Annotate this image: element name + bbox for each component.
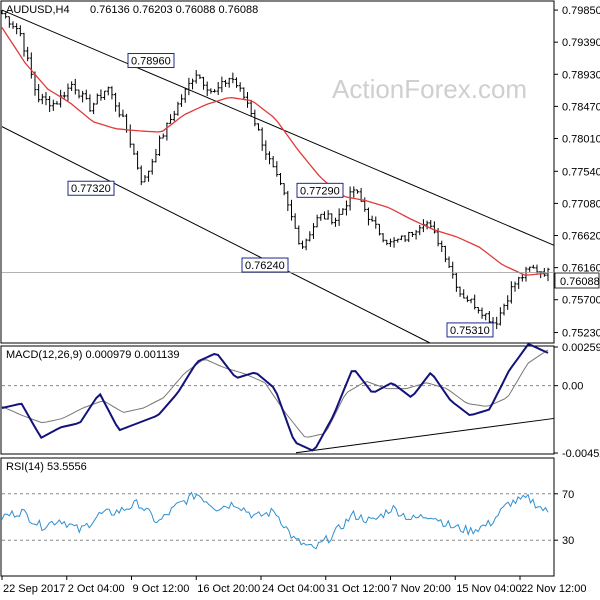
price-tick-label: 0.76620 xyxy=(562,231,600,243)
price-panel: 0.79850 0.79390 0.78930 0.78470 0.78010 0.775… xyxy=(0,0,600,344)
annotation-label: 0.76240 xyxy=(245,260,285,272)
price-bars xyxy=(0,10,550,330)
annotation-label: 0.78960 xyxy=(131,56,171,68)
current-price-label: 0.76088 xyxy=(560,276,600,288)
price-tick-label: 0.78470 xyxy=(562,101,600,113)
rsi-tick-label: 30 xyxy=(562,535,574,547)
price-tick-label: 0.75230 xyxy=(562,328,600,340)
channel-upper-line xyxy=(1,9,555,246)
time-tick-label: 7 Nov 20:00 xyxy=(392,583,451,595)
watermark: ActionForex.com xyxy=(332,74,527,104)
price-annotations: 0.78960 0.77320 0.77290 0.76240 0.75310 xyxy=(67,53,494,338)
price-tick-label: 0.79850 xyxy=(562,5,600,17)
price-axis-ticks: 0.79850 0.79390 0.78930 0.78470 0.78010 0.775… xyxy=(554,5,600,340)
annotation-label: 0.77320 xyxy=(71,183,111,195)
price-tick-label: 0.78010 xyxy=(562,133,600,145)
price-tick-label: 0.76160 xyxy=(562,263,600,275)
macd-panel: MACD(12,26,9) 0.000979 0.001139 0.002595… xyxy=(0,342,600,460)
time-tick-label: 31 Oct 12:00 xyxy=(327,583,390,595)
ohlc-header: 0.76136 0.76203 0.76088 0.76088 xyxy=(90,4,258,16)
macd-label: MACD(12,26,9) 0.000979 0.001139 xyxy=(6,349,179,361)
macd-tick-label: 0.002595 xyxy=(562,342,600,354)
price-tick-label: 0.79390 xyxy=(562,37,600,49)
annotation-box xyxy=(67,180,115,196)
price-tick-label: 0.75700 xyxy=(562,295,600,307)
time-tick-label: 16 Oct 20:00 xyxy=(197,583,260,595)
annotation-label: 0.75310 xyxy=(450,325,490,337)
annotation-box xyxy=(241,257,289,273)
annotation-box xyxy=(296,182,344,198)
macd-trendline xyxy=(295,417,555,454)
rsi-label: RSI(14) 53.5556 xyxy=(6,461,87,473)
current-price-box xyxy=(554,272,600,289)
annotation-box xyxy=(127,53,175,69)
macd-tick-label: -0.004522 xyxy=(562,448,600,460)
annotation-label: 0.77290 xyxy=(300,185,340,197)
channel-lower-line xyxy=(1,126,431,344)
rsi-levels: 70 30 xyxy=(2,489,574,547)
macd-axis-ticks: 0.002595 0.00 -0.004522 xyxy=(554,342,600,460)
time-tick-label: 2 Oct 04:00 xyxy=(68,583,125,595)
trend-channel xyxy=(1,9,555,344)
annotation-box xyxy=(446,322,494,338)
time-tick-label: 22 Sep 2017 xyxy=(3,583,65,595)
time-tick-label: 24 Oct 04:00 xyxy=(262,583,325,595)
price-tick-label: 0.77080 xyxy=(562,198,600,210)
price-tick-label: 0.78930 xyxy=(562,69,600,81)
time-tick-label: 9 Oct 12:00 xyxy=(133,583,190,595)
rsi-tick-label: 70 xyxy=(562,489,574,501)
rsi-line xyxy=(1,491,549,550)
time-tick-label: 22 Nov 12:00 xyxy=(521,583,586,595)
macd-line xyxy=(1,342,549,452)
time-axis: 22 Sep 2017 2 Oct 04:00 9 Oct 12:00 16 Oct … xyxy=(1,575,586,595)
symbol-header: AUDUSD,H4 xyxy=(6,4,70,16)
time-tick-label: 15 Nov 04:00 xyxy=(456,583,521,595)
macd-tick-label: 0.00 xyxy=(562,381,583,393)
price-tick-label: 0.77540 xyxy=(562,166,600,178)
moving-average-line xyxy=(1,27,549,276)
